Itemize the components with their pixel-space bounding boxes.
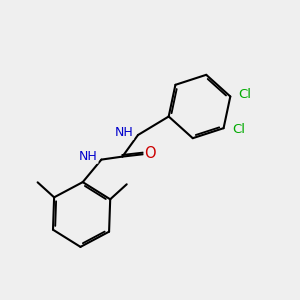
Text: O: O xyxy=(144,146,156,161)
Text: Cl: Cl xyxy=(239,88,252,101)
Text: NH: NH xyxy=(79,150,98,163)
Text: NH: NH xyxy=(115,126,134,139)
Text: Cl: Cl xyxy=(232,123,245,136)
